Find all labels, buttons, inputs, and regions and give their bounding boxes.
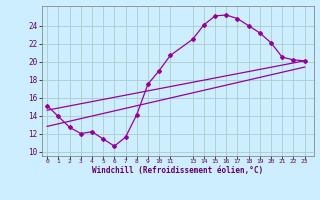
X-axis label: Windchill (Refroidissement éolien,°C): Windchill (Refroidissement éolien,°C)	[92, 166, 263, 175]
